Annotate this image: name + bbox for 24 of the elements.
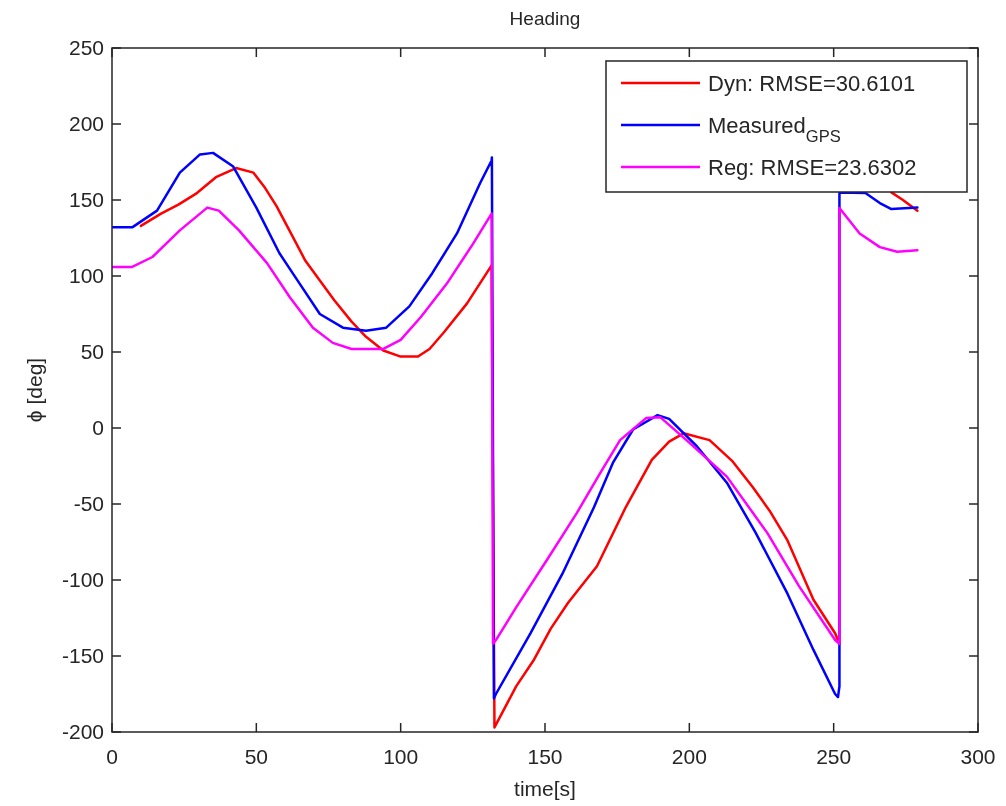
x-axis-title: time[s] [514,777,576,800]
legend-label: Reg: RMSE=23.6302 [708,155,917,180]
x-tick-label: 250 [816,745,852,768]
x-tick-label: 0 [106,745,118,768]
y-tick-label: 200 [68,112,104,135]
y-tick-label: -200 [61,720,104,743]
x-tick-label: 100 [383,745,419,768]
y-tick-label: 0 [92,416,104,439]
y-tick-label: 100 [68,264,104,287]
x-tick-label: 200 [671,745,707,768]
legend-label: Dyn: RMSE=30.6101 [708,71,916,96]
legend-label: Measured$_{GPS}$ [708,113,841,145]
line-series [112,206,919,646]
y-tick-label: 250 [68,36,104,59]
x-tick-label: 150 [527,745,563,768]
x-tick-label: 50 [244,745,269,768]
y-tick-label: 50 [80,340,104,363]
x-tick-label: 300 [960,745,996,768]
y-tick-label: 150 [68,188,104,211]
chart-title: Heading [509,8,581,29]
y-tick-label: -50 [73,492,104,515]
y-axis-title: ϕ [deg] [23,357,46,423]
y-tick-label: -150 [61,644,104,667]
y-tick-label: -100 [61,568,104,591]
